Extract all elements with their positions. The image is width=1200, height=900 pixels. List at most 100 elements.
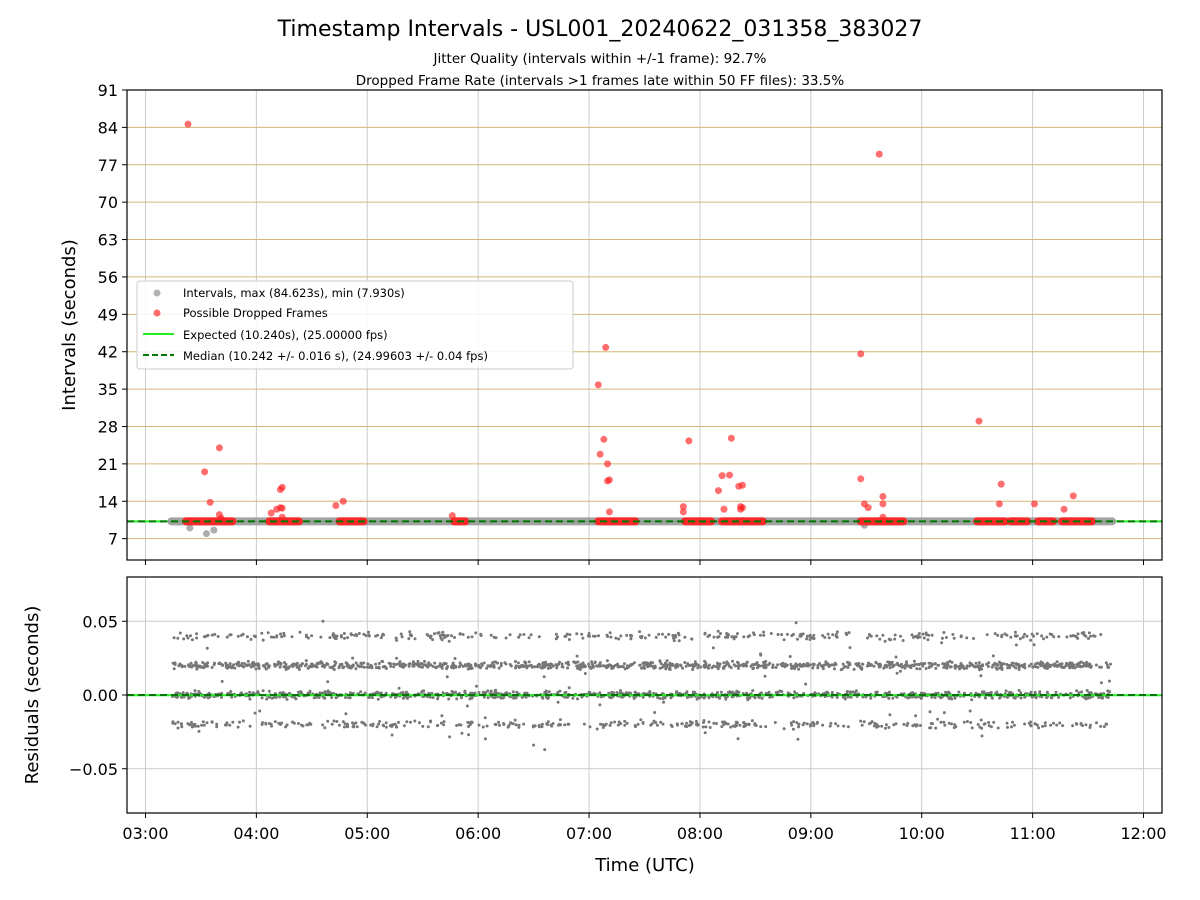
residual-point-284 — [304, 633, 308, 637]
residual-point-71 — [470, 635, 474, 639]
residual-point-234 — [1069, 634, 1073, 638]
residual-point-2682 — [1039, 660, 1043, 664]
residual-point-1147 — [1043, 666, 1047, 670]
residual-point-836 — [872, 664, 876, 668]
residual-point-180 — [640, 634, 644, 638]
residual-point-2625 — [702, 719, 706, 722]
residual-point-219 — [280, 635, 284, 639]
residual-point-2369 — [455, 724, 459, 727]
residual-point-1077 — [171, 661, 175, 665]
residual-point-1186 — [264, 662, 268, 666]
residual-point-475 — [576, 667, 580, 670]
chart-title: Timestamp Intervals - USL001_20240622_03… — [277, 17, 923, 42]
residual-point-1221 — [560, 662, 564, 666]
residual-point-269 — [1080, 631, 1084, 635]
residual-point-1242 — [936, 663, 940, 667]
residual-point-2103 — [477, 691, 481, 694]
residual-point-883 — [1012, 664, 1016, 668]
residual-point-2669 — [253, 711, 257, 715]
residual-point-1182 — [762, 660, 765, 664]
residual-point-53 — [210, 633, 214, 637]
residual-point-265 — [798, 634, 802, 638]
residual-point-186 — [225, 635, 229, 639]
residual-point-2626 — [556, 700, 560, 704]
residual-point-48 — [893, 637, 897, 641]
residual-point-280 — [1040, 634, 1044, 638]
residual-point-2403 — [685, 725, 689, 729]
residual-point-54 — [1086, 637, 1090, 640]
residual-point-2670 — [788, 655, 792, 658]
residual-point-2145 — [486, 696, 490, 700]
residual-point-1178 — [898, 664, 902, 668]
residual-point-1220 — [996, 663, 1000, 667]
dropped-point-3 — [215, 444, 223, 452]
residual-point-1768 — [1034, 696, 1038, 700]
residual-point-1312 — [619, 689, 622, 693]
residual-point-1664 — [501, 696, 505, 700]
residual-point-1283 — [205, 663, 209, 667]
residual-point-77 — [440, 638, 444, 642]
residual-point-2280 — [791, 727, 795, 731]
residual-point-1102 — [690, 663, 694, 667]
residual-point-2420 — [892, 723, 896, 727]
residual-point-36 — [282, 631, 286, 635]
residual-point-206 — [1089, 634, 1092, 638]
residual-point-22 — [780, 633, 784, 637]
dropped-point-26 — [685, 437, 693, 445]
residual-point-1085 — [854, 662, 858, 666]
residual-point-175 — [172, 636, 176, 640]
residual-point-1773 — [695, 697, 699, 701]
residual-point-1778 — [248, 690, 252, 694]
residual-point-142 — [730, 635, 734, 639]
residual-point-838 — [426, 665, 430, 669]
intervals-y-tick-label-12: 91 — [98, 81, 118, 100]
residual-point-2572 — [546, 720, 550, 724]
residual-point-1232 — [1070, 661, 1074, 665]
residual-point-2282 — [176, 720, 180, 724]
residual-point-812 — [240, 661, 244, 665]
residual-point-2558 — [481, 725, 485, 729]
residual-point-243 — [944, 636, 948, 639]
residual-point-2464 — [792, 720, 796, 724]
residual-point-1122 — [581, 661, 585, 665]
residual-point-2656 — [711, 646, 715, 650]
residual-point-2640 — [351, 656, 355, 660]
residual-point-2652 — [440, 714, 444, 718]
residual-point-1187 — [965, 666, 969, 670]
residual-point-547 — [276, 660, 280, 664]
residual-point-1181 — [595, 664, 598, 668]
residual-point-2433 — [323, 726, 327, 730]
residual-point-239 — [752, 633, 756, 637]
residual-point-212 — [959, 634, 963, 638]
residual-point-311 — [951, 633, 955, 636]
residual-point-1439 — [248, 697, 252, 701]
residual-point-2235 — [922, 691, 926, 695]
residual-point-1978 — [229, 690, 233, 693]
residual-point-2311 — [918, 724, 922, 727]
residual-point-2246 — [1071, 724, 1075, 728]
residual-point-819 — [284, 662, 288, 666]
residual-point-2385 — [969, 721, 973, 724]
residual-point-2694 — [796, 737, 800, 741]
residual-point-1834 — [884, 691, 888, 695]
residual-point-2568 — [1084, 723, 1088, 727]
intervals-y-tick-label-2: 21 — [98, 455, 118, 474]
residual-point-238 — [350, 633, 353, 637]
x-tick-label-3: 06:00 — [455, 824, 501, 843]
residual-point-780 — [407, 663, 411, 667]
residual-point-1298 — [593, 661, 597, 664]
residual-point-1260 — [253, 663, 257, 667]
intervals-y-tick-label-9: 70 — [98, 193, 118, 212]
residual-point-2110 — [760, 696, 764, 700]
residual-point-1023 — [402, 665, 406, 669]
residual-point-573 — [888, 666, 892, 670]
residual-point-2515 — [567, 722, 571, 726]
dropped-point-35 — [738, 481, 746, 489]
residual-point-2455 — [913, 723, 917, 727]
residual-point-2104 — [1054, 690, 1058, 694]
residual-point-2501 — [929, 726, 933, 730]
residual-point-1241 — [704, 663, 708, 667]
residual-point-2107 — [393, 695, 397, 699]
residual-point-2599 — [210, 720, 214, 724]
residual-point-1278 — [308, 664, 312, 668]
